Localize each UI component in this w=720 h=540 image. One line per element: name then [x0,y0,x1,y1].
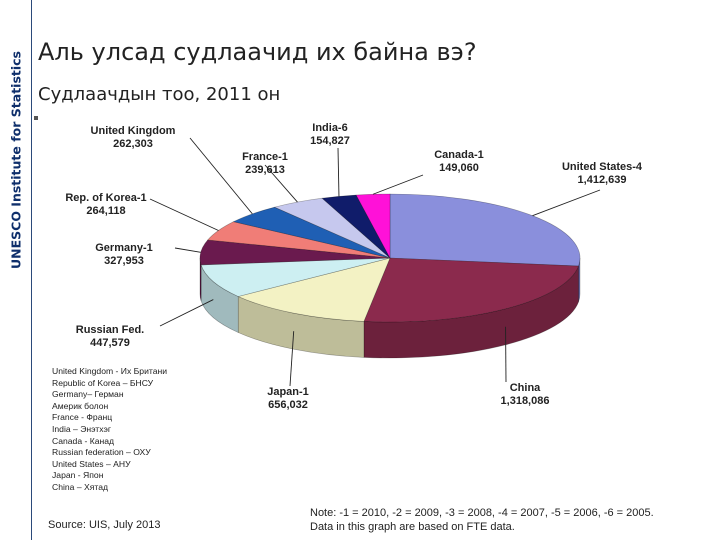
footnote: Note: -1 = 2010, -2 = 2009, -3 = 2008, -… [310,506,654,534]
bullet-mark [34,116,38,120]
legend-line: France - Франц [52,412,113,423]
slice-label-9: Canada-1 [434,149,484,161]
page-title: Аль улсад судлаачид их байна вэ? [38,38,477,66]
slice-value-3: 447,579 [90,337,130,349]
source-note: Source: UIS, July 2013 [48,519,161,531]
slice-3 [200,257,391,297]
slice-label-8: India-6 [312,122,347,134]
sidebar: UNESCO Institute for Statistics [0,0,32,540]
pie-top [199,193,581,323]
leader-line-3 [159,299,214,327]
leader-line-9 [372,174,424,195]
sidebar-divider [31,0,32,540]
slice-1 [363,257,579,323]
legend-line: United Kingdom - Их Британи [52,366,168,376]
slice-2 [237,257,391,322]
legend-line: Republic of Korea – БНСУ [52,377,154,388]
slice-label-3: Russian Fed. [76,324,144,336]
legend-line: Russian federation – ОХУ [52,447,151,458]
slice-7 [273,197,391,259]
slice-value-9: 149,060 [439,162,479,174]
pie-depth [199,257,581,359]
leader-line-4 [174,247,201,253]
legend-line: United States – АНУ [52,458,131,469]
leader-line-6 [189,137,253,215]
page-subtitle: Судлаачдын тоо, 2011 он [38,84,281,105]
slice-value-2: 656,032 [268,399,308,411]
slice-value-5: 264,118 [86,205,125,217]
slice-4 [199,239,391,266]
translation-legend: United Kingdom - Их Британи Republic of … [52,366,167,494]
slice-label-5: Rep. of Korea-1 [65,192,146,204]
leader-line-7 [264,164,298,203]
slice-value-6: 262,303 [113,138,153,150]
leader-line-8 [337,147,340,197]
legend-line: Germany– Герман [52,389,124,400]
slice-value-8: 154,827 [310,135,350,147]
slice-value-1: 1,318,086 [501,395,550,407]
legend-line: Japan - Япон [52,470,104,481]
footnote-line: Data in this graph are based on FTE data… [310,521,515,533]
slice-9 [355,193,391,259]
leader-lines [149,137,601,387]
leader-line-2 [289,331,295,387]
slice-value-4: 327,953 [104,255,144,267]
leader-line-0 [532,189,601,217]
leader-line-5 [149,198,219,231]
slice-label-6: United Kingdom [91,125,176,137]
footnote-line: Note: -1 = 2010, -2 = 2009, -3 = 2008, -… [310,507,654,519]
legend-line: Америк болон [52,400,109,411]
legend-line: Canada - Канад [52,435,115,446]
slice-label-2: Japan-1 [267,386,309,398]
slice-value-0: 1,412,639 [578,174,627,186]
slice-value-7: 239,613 [245,164,285,176]
slice-label-7: France-1 [242,151,288,163]
legend-line: China – Хятад [52,481,109,492]
slice-0 [389,193,581,267]
slice-label-1: China [510,382,541,394]
legend-line: India – Энэтхэг [52,423,112,434]
slice-label-0: United States-4 [562,161,643,173]
slice-label-4: Germany-1 [95,242,152,254]
